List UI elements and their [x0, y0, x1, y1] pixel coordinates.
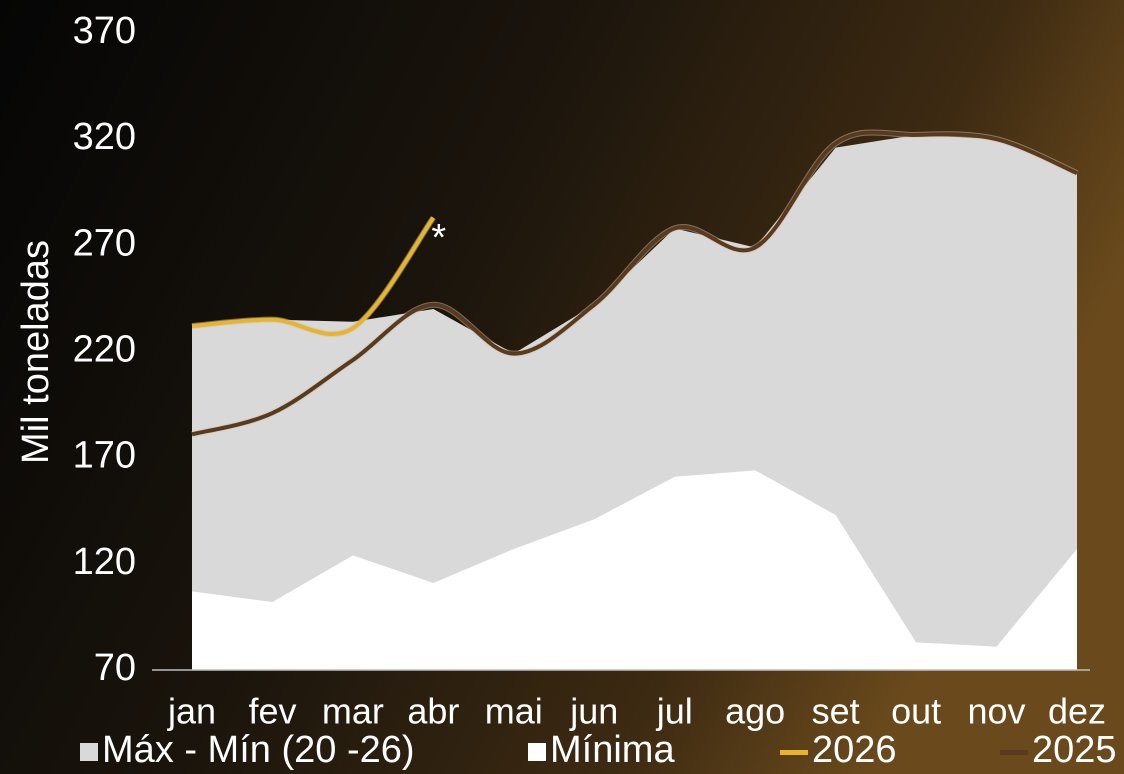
- x-tick-label: jan: [167, 691, 216, 732]
- y-tick-label: 370: [73, 10, 136, 52]
- area: [192, 134, 1077, 671]
- y-tick-label: 270: [73, 222, 136, 264]
- legend-label: Mínima: [550, 729, 675, 771]
- area: [192, 470, 1077, 670]
- y-tick-label: 170: [73, 435, 136, 477]
- legend-label: 2025: [1032, 729, 1117, 771]
- legend-swatch: [80, 743, 98, 761]
- legend-swatch: [528, 743, 546, 761]
- x-tick-label: mar: [322, 691, 384, 732]
- x-tick-label: fev: [248, 691, 296, 732]
- plot-area: [152, 129, 1090, 671]
- legend-swatch: [1000, 750, 1028, 755]
- y-axis-label: Mil toneladas: [15, 240, 57, 464]
- x-tick-label: jun: [569, 691, 618, 732]
- legend-swatch: [780, 750, 808, 755]
- legend-label: Máx - Mín (20 -26): [102, 729, 415, 771]
- x-tick-label: mai: [485, 691, 543, 732]
- x-tick-label: set: [812, 691, 860, 732]
- y-tick-label: 70: [94, 647, 136, 689]
- legend-label: 2026: [812, 729, 897, 771]
- x-tick-label: nov: [968, 691, 1026, 732]
- x-tick-label: jul: [656, 691, 693, 732]
- y-tick-label: 220: [73, 329, 136, 371]
- line: [191, 130, 1078, 437]
- x-tick-label: abr: [407, 691, 459, 732]
- x-tick-label: dez: [1048, 691, 1106, 732]
- annotation: *: [431, 217, 446, 259]
- y-tick-label: 320: [73, 116, 136, 158]
- y-tick-label: 120: [73, 541, 136, 583]
- x-tick-label: ago: [725, 691, 785, 732]
- line: [191, 216, 435, 336]
- x-tick-label: out: [891, 691, 941, 732]
